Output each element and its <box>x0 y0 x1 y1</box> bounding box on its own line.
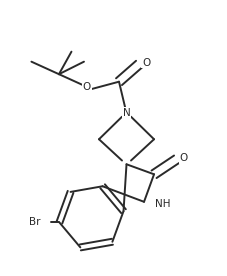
Text: NH: NH <box>154 199 169 209</box>
Text: O: O <box>82 82 91 92</box>
Text: O: O <box>179 153 187 163</box>
Text: Br: Br <box>29 217 40 227</box>
Text: N: N <box>122 108 130 118</box>
Text: O: O <box>141 58 150 68</box>
